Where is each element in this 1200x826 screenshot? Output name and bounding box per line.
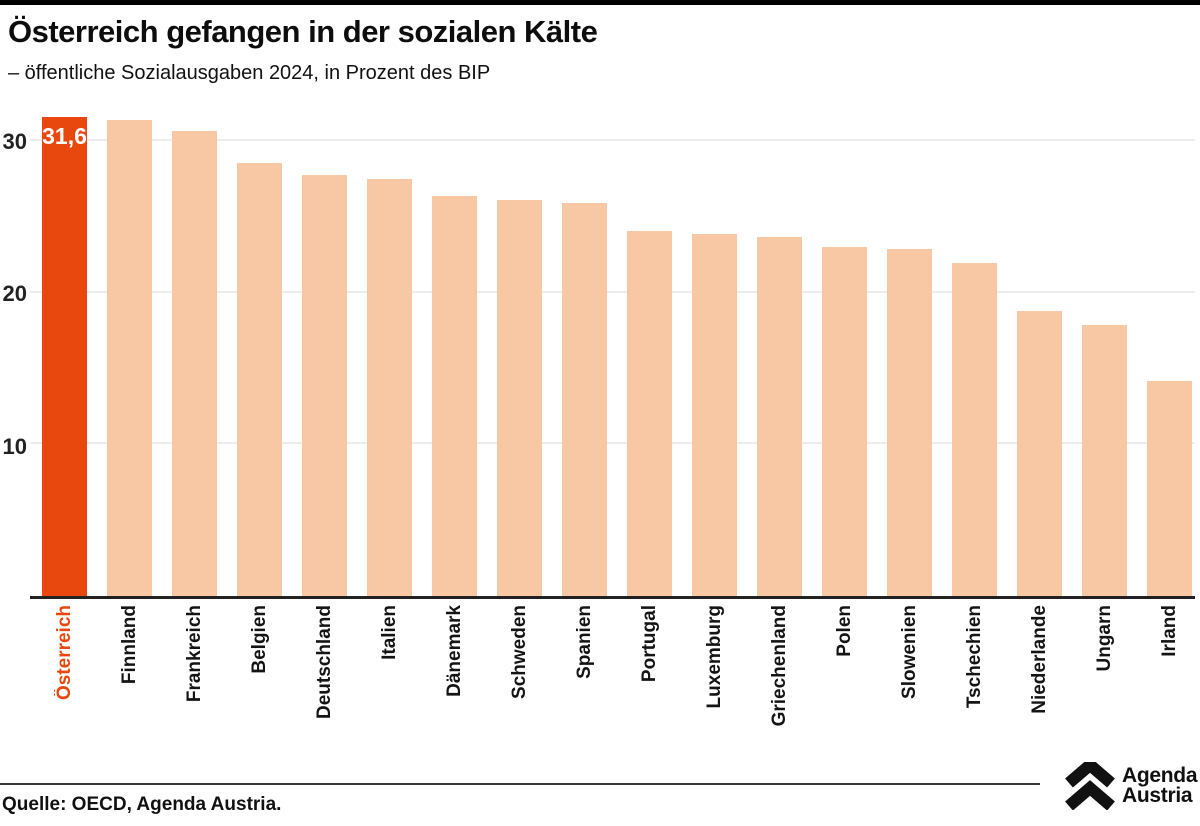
x-label-Slowenien: Slowenien [887, 605, 932, 755]
x-label-text: Irland [1158, 605, 1180, 657]
x-label-Tschechien: Tschechien [952, 605, 997, 755]
x-label-text: Finnland [118, 605, 140, 685]
bar-Niederlande [1017, 311, 1062, 596]
y-tick-label-30: 30 [2, 128, 27, 154]
x-label-Niederlande: Niederlande [1017, 605, 1062, 755]
x-label-text: Luxemburg [703, 605, 725, 709]
x-label-text: Frankreich [183, 605, 205, 703]
x-label-Irland: Irland [1147, 605, 1192, 755]
x-label-text: Niederlande [1028, 605, 1050, 714]
bar-Spanien [562, 203, 607, 596]
bar-Griechenland [757, 236, 802, 596]
x-label-Dänemark: Dänemark [432, 605, 477, 755]
x-label-text: Portugal [638, 605, 660, 683]
bar-Schweden [497, 200, 542, 596]
x-label-Österreich: Österreich [42, 605, 87, 755]
source-divider [0, 783, 1040, 785]
plot-area: 31,6 [30, 111, 1195, 599]
agenda-austria-logo: Agenda Austria [1064, 760, 1200, 812]
x-label-Portugal: Portugal [627, 605, 672, 755]
x-label-Finnland: Finnland [107, 605, 152, 755]
y-tick-label-10: 10 [2, 433, 27, 459]
double-chevron-icon [1065, 762, 1115, 810]
x-axis-labels: Österreich Finnland Frankreich Belgien Deuts… [30, 605, 1195, 755]
page-title: Österreich gefangen in der sozialen Kält… [8, 14, 598, 49]
x-label-Belgien: Belgien [237, 605, 282, 755]
bar-Belgien [237, 162, 282, 596]
x-label-Deutschland: Deutschland [302, 605, 347, 755]
bar-value-label: 31,6 [42, 123, 87, 150]
bar-Österreich: 31,6 [42, 117, 87, 596]
x-label-Spanien: Spanien [562, 605, 607, 755]
x-label-text: Italien [378, 605, 400, 660]
x-label-text: Griechenland [768, 605, 790, 727]
x-label-text: Ungarn [1093, 605, 1115, 672]
x-label-text: Tschechien [963, 605, 985, 709]
logo-text-line2: Austria [1122, 784, 1193, 807]
top-accent-bar [0, 0, 1200, 5]
bar-Portugal [627, 230, 672, 596]
gridline-30 [30, 139, 1195, 142]
x-label-Schweden: Schweden [497, 605, 542, 755]
x-label-Ungarn: Ungarn [1082, 605, 1127, 755]
x-label-text: Deutschland [313, 605, 335, 720]
x-label-text: Dänemark [443, 605, 465, 697]
y-axis: 10 20 30 [0, 111, 27, 599]
x-label-Frankreich: Frankreich [172, 605, 217, 755]
bar-Finnland [107, 120, 152, 596]
x-label-Italien: Italien [367, 605, 412, 755]
x-label-text: Österreich [53, 605, 75, 701]
bar-Frankreich [172, 130, 217, 596]
bar-Tschechien [952, 262, 997, 596]
y-tick-label-20: 20 [2, 281, 27, 306]
x-label-text: Polen [833, 605, 855, 657]
x-label-Luxemburg: Luxemburg [692, 605, 737, 755]
x-label-Griechenland: Griechenland [757, 605, 802, 755]
bar-Luxemburg [692, 233, 737, 596]
bar-Dänemark [432, 195, 477, 596]
x-label-text: Belgien [248, 605, 270, 674]
x-label-text: Spanien [573, 605, 595, 679]
chart-subtitle: – öffentliche Sozialausgaben 2024, in Pr… [8, 62, 491, 84]
x-label-Polen: Polen [822, 605, 867, 755]
gridline-10 [30, 442, 1195, 445]
source-text: Quelle: OECD, Agenda Austria. [2, 794, 282, 815]
bar-Italien [367, 179, 412, 596]
bar-Deutschland [302, 174, 347, 596]
bar-Slowenien [887, 248, 932, 596]
bar-Ungarn [1082, 324, 1127, 596]
gridline-20 [30, 290, 1195, 293]
logo-text: Agenda Austria [1122, 764, 1198, 807]
bar-Irland [1147, 380, 1192, 596]
x-label-text: Schweden [508, 605, 530, 699]
x-label-text: Slowenien [898, 605, 920, 699]
logo-text-line1: Agenda [1122, 764, 1198, 787]
bar-Polen [822, 247, 867, 596]
